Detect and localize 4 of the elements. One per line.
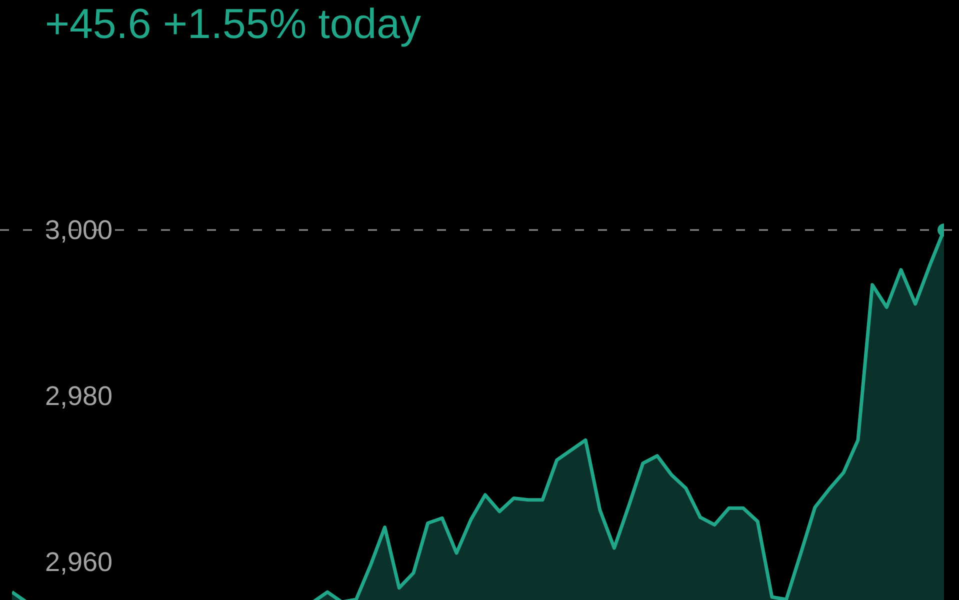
chart-title: +45.6 +1.55% today xyxy=(45,0,421,48)
y-tick-label: 2,960 xyxy=(45,547,113,578)
y-tick-label: 3,000 xyxy=(45,215,113,246)
y-tick-label: 2,980 xyxy=(45,381,113,412)
